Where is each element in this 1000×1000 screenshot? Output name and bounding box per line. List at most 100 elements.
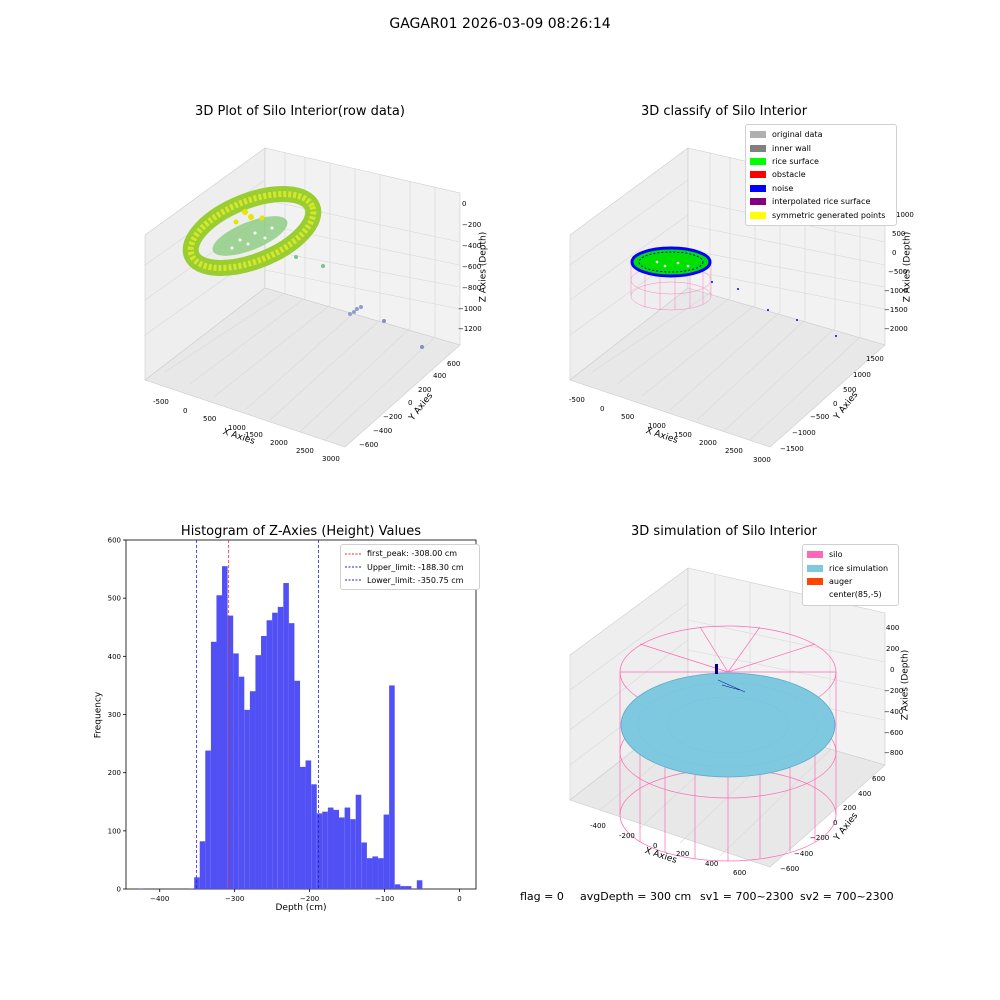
sim-x-tick: 0 — [653, 842, 658, 850]
histogram-bar — [355, 794, 362, 889]
simulation-legend: silo rice simulation auger center(85,-5) — [802, 544, 899, 606]
legend-item: silo — [807, 548, 894, 561]
histogram-x-tick-label: −300 — [225, 895, 244, 903]
raw-z-tick: −200 — [462, 221, 482, 229]
histogram-bar — [272, 612, 278, 889]
histogram-bar — [389, 685, 395, 889]
histogram-bar — [350, 819, 356, 889]
sim-x-tick: 600 — [733, 869, 747, 877]
classify-x-tick: 0 — [600, 405, 605, 413]
raw-y-tick: 600 — [447, 360, 461, 368]
legend-swatch — [807, 577, 823, 585]
sim-x-tick: -400 — [590, 822, 606, 830]
classify-x-tick: 500 — [621, 413, 635, 421]
histogram-x-label: Depth (cm) — [275, 903, 327, 913]
sim-y-tick: −600 — [780, 865, 800, 873]
histogram-bar — [210, 641, 217, 889]
raw-z-tick: −800 — [462, 284, 482, 292]
figure-suptitle: GAGAR01 2026-03-09 08:26:14 — [389, 16, 611, 32]
histogram-legend: first_peak: -308.00 cm Upper_limit: -188… — [340, 544, 480, 591]
legend-item: Lower_limit: -350.75 cm — [345, 574, 475, 587]
classify-y-tick: −1500 — [780, 445, 804, 453]
sim-y-tick: −200 — [810, 834, 830, 842]
legend-item: Upper_limit: -188.30 cm — [345, 560, 475, 573]
classify-x-tick: 2500 — [725, 447, 743, 455]
raw-x-tick: 0 — [183, 407, 188, 415]
histogram-bar — [316, 813, 323, 889]
classify-y-tick: 500 — [843, 386, 857, 394]
sim-x-tick: 400 — [705, 860, 719, 868]
histogram-bar — [294, 680, 301, 889]
histogram-y-tick-label: 600 — [108, 537, 121, 545]
raw-z-tick: −1000 — [458, 305, 482, 313]
histogram-y-tick-label: 300 — [108, 711, 121, 719]
raw-x-tick: 2500 — [296, 447, 314, 455]
histogram-bar — [361, 842, 367, 889]
legend-label: noise — [772, 183, 794, 193]
histogram-x-tick-label: −100 — [375, 895, 394, 903]
raw-z-tick: −1200 — [458, 325, 482, 333]
histogram-bar — [394, 884, 401, 889]
histogram-bar — [199, 841, 206, 889]
histogram-bar — [283, 583, 289, 889]
legend-item: center(85,-5) — [807, 588, 894, 601]
legend-label: interpolated rice surface — [772, 197, 871, 207]
histogram-bar — [222, 566, 228, 889]
histogram-x-tick-label: −200 — [300, 895, 319, 903]
sim-y-tick: 400 — [858, 790, 872, 798]
sim-z-tick: 0 — [890, 666, 895, 674]
classify-x-tick: -500 — [569, 396, 585, 404]
sim-x-tick: 200 — [676, 850, 690, 858]
classify-z-tick: −2000 — [884, 325, 908, 333]
legend-swatch — [750, 157, 766, 165]
legend-label: auger — [829, 576, 853, 586]
legend-item: interpolated rice surface — [750, 195, 892, 208]
legend-item: first_peak: -308.00 cm — [345, 547, 475, 560]
sv2-status: sv2 = 700~2300 — [800, 890, 894, 903]
sim-z-label: Z Axies (Depth) — [900, 649, 911, 721]
raw-z-tick: 0 — [462, 200, 467, 208]
classify-z-tick: 1000 — [896, 211, 914, 219]
histogram-bar — [277, 606, 284, 889]
histogram-bar — [216, 595, 223, 889]
classify-z-tick: 500 — [892, 230, 906, 238]
histogram-y-tick-label: 0 — [117, 886, 121, 894]
legend-item: obstacle — [750, 168, 892, 181]
histogram-bar — [416, 880, 423, 889]
histogram-title: Histogram of Z-Axies (Height) Values — [180, 524, 422, 539]
classify-z-tick: −1000 — [884, 287, 908, 295]
legend-label: center(85,-5) — [829, 590, 882, 600]
raw-x-tick: 1500 — [245, 431, 263, 439]
raw-y-tick: −600 — [359, 441, 379, 449]
sim-z-tick: −600 — [884, 729, 904, 737]
avg-depth-status: avgDepth = 300 cm — [580, 890, 692, 903]
raw-y-tick: 400 — [433, 372, 447, 380]
histogram-bar — [338, 817, 345, 889]
raw-y-tick: 0 — [408, 399, 413, 407]
legend-label: inner wall — [772, 143, 812, 153]
simulation-plot-title: 3D simulation of Silo Interior — [631, 524, 817, 539]
classify-x-tick: 1500 — [674, 431, 692, 439]
legend-line-swatch — [345, 566, 361, 568]
histogram-bar — [194, 877, 200, 889]
legend-item: rice simulation — [807, 561, 894, 574]
histogram-bar — [400, 886, 406, 889]
histogram-bar — [188, 888, 195, 889]
classify-x-tick: 2000 — [699, 439, 717, 447]
sim-y-tick: 600 — [872, 775, 886, 783]
raw-x-tick: 500 — [203, 415, 217, 423]
histogram-bar — [405, 886, 412, 889]
classify-z-tick: −1500 — [884, 306, 908, 314]
histogram-y-tick-label: 200 — [108, 769, 121, 777]
histogram-bar — [372, 856, 378, 889]
histogram-bar — [227, 615, 234, 889]
histogram-bar — [366, 858, 373, 889]
legend-label: rice simulation — [829, 563, 889, 573]
legend-swatch — [807, 591, 823, 598]
legend-label: obstacle — [772, 170, 806, 180]
classify-z-tick: 0 — [892, 249, 897, 257]
histogram-bar — [311, 784, 317, 889]
rice-surface — [620, 672, 836, 778]
